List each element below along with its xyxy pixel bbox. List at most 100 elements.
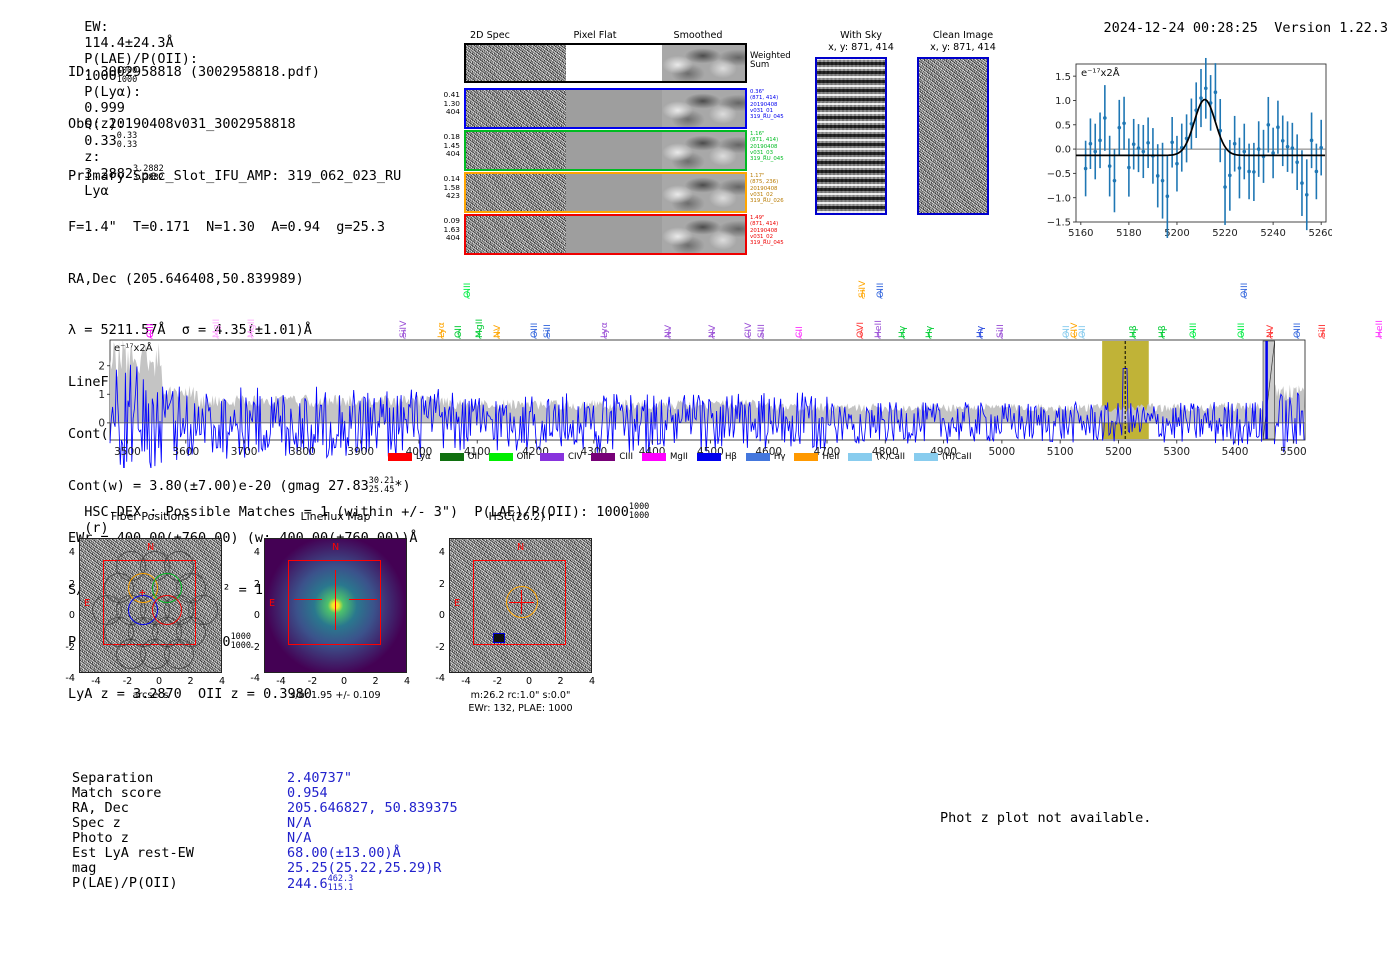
spectral-line-brace: { [926,329,933,340]
spectral-line-brace: { [997,329,1005,340]
legend-swatch [388,453,412,461]
spectral-line-label: NV [706,324,718,338]
info-primary-spec: Primary Spec_Slot_IFU_AMP: 319_062_023_R… [68,167,402,184]
spectral-line-brace: { [1267,329,1274,340]
spectral-line-brace: { [665,329,672,340]
spectral-line-label: OIII [529,322,541,338]
spec2d-cell-2dspec [466,174,566,211]
hsc-xtick: 0 [525,676,533,687]
legend-swatch [488,453,513,461]
legend-label: OII [467,452,480,462]
svg-text:4000: 4000 [406,446,433,458]
svg-text:e⁻¹⁷x2Å: e⁻¹⁷x2Å [1081,66,1120,79]
hsc-ytick: 2 [253,578,260,590]
hsc-xlabel: arcsecs [132,690,169,701]
svg-text:e⁻¹⁷x2Å: e⁻¹⁷x2Å [114,341,153,354]
photz-note: Phot z plot not available. [940,810,1152,826]
hsc-xtick: 2 [187,676,194,687]
cutout-title: Clean Image [932,30,994,41]
legend-swatch [848,453,873,461]
svg-text:3900: 3900 [347,446,374,458]
match-table-label: Spec z [72,815,121,831]
spectrum-legend: Lyα OII OIII CIV CIII MgII Hβ Hγ HeII (K)CaII (H)C… [388,446,981,465]
spectral-line-brace: { [758,329,766,340]
spec2d-right-value: 20190408 [750,143,778,150]
cutout-panels: With Sky x, y: 871, 414 Clean Image x, y: 8… [815,30,1020,245]
hsc-ytick: -4 [250,673,260,684]
legend-item: OII [439,452,480,462]
spec2d-right-value: 20190408 [750,101,778,108]
match-table-row: Est LyA rest-EW 68.00(±13.00)Å [72,845,492,861]
spec2d-row [464,88,747,129]
header-timestamp-block: 2024-12-24 00:28:25 Version 1.22.3 [1087,4,1389,36]
spec2d-panel: 2D Spec Pixel Flat Smoothed Weighted Sum … [440,30,791,255]
spec2d-cell-2dspec [466,132,566,169]
legend-label: HeII [822,452,840,462]
match-table-label: Separation [72,770,154,786]
gmag-bounds: 30.21 25.45 [368,476,395,495]
spec2d-cell-pixelflat [566,132,662,169]
match-table-value: N/A [287,830,312,846]
spectral-line-label: SiII [1317,324,1329,338]
match-table-row: Separation 2.40737" [72,770,492,786]
hscdex-plae-bounds: 1000 1000 [628,502,650,521]
spectral-line-label: MgII [245,318,257,338]
spec2d-cell-pixelflat [566,90,662,127]
hsc-ytick: -4 [435,673,445,684]
spec2d-right-value: (875, 236) [750,179,779,186]
compass-east-label: E [269,598,276,609]
weighted-sum-row [464,43,747,83]
hsc-ytick: 2 [68,578,75,590]
hsc-panel-title: HSC(26.2) r [488,510,553,523]
svg-text:5100: 5100 [1047,446,1074,458]
hsc-xtick: -2 [492,676,503,687]
spec2d-row-left-values: 0.14 1.58 423 [424,174,460,201]
spectral-line-label: MgII [211,318,223,338]
match-table-label: P(LAE)/P(OII) [72,875,178,891]
hsc-ytick: -4 [65,673,75,684]
legend-label: (K)CaII [876,452,905,462]
hsc-ytick: -2 [65,641,75,653]
spec2d-right-value: (871, 414) [750,221,779,228]
spectral-line-brace: { [745,329,752,340]
spectral-line-brace: { [1294,329,1301,340]
spectral-line-brace: { [531,329,538,340]
ew-value: 114.4±24.3Å [84,35,174,51]
legend-item: CIII [591,452,633,462]
svg-text:0.0: 0.0 [1055,145,1071,156]
spectral-line-brace: { [400,329,407,340]
compass-north-label: N [517,542,525,553]
match-table-label: Match score [72,785,162,801]
svg-text:−1.5: −1.5 [1047,218,1071,229]
spec2d-right-value: v031_02 [750,233,774,240]
legend-label: CIII [619,452,633,462]
spec2d-row-right-values: 1.49" (871, 414) 20190408 v031_02 319_RU_045 [750,215,800,246]
spec2d-right-value: 20190408 [750,185,778,192]
svg-text:4700: 4700 [814,446,841,458]
spec2d-right-value: 319_RU_026 [750,198,784,205]
header-summary-line: EW: 114.4±24.3Å P(LAE)/P(OII): 1000 1000 1… [68,3,198,199]
match-table-row: mag 25.25(25.22,25.29)R [72,860,492,876]
match-table-value: 244.6 462.3 115.1 [287,874,354,893]
hscdex-headline-tail: (r) [84,520,109,537]
spec2d-left-value: 0.09 [443,216,460,225]
hsc-region-box [288,560,381,645]
spectral-line-label: Lyα [435,322,447,338]
spectral-line-label: Hγ [974,325,986,338]
svg-text:1.5: 1.5 [1055,72,1071,83]
svg-text:−0.5: −0.5 [1047,169,1071,180]
match-table-value: N/A [287,815,312,831]
compass-north-label: N [332,542,340,553]
spectral-line-label: NV [492,324,504,338]
spectral-line-label: CIV [742,322,754,338]
spectral-line-label: Hβ [1156,325,1168,338]
hsc-xtick: 4 [218,676,226,687]
svg-text:1.0: 1.0 [1055,96,1071,107]
plya-label: P(Lyα): [84,84,142,101]
hsc-ytick: 0 [68,610,75,621]
spec2d-cell-pixelflat [566,216,662,253]
spectral-line-brace: { [544,329,551,340]
z-value: 3.2882 [84,166,134,183]
spec2d-row [464,214,747,255]
